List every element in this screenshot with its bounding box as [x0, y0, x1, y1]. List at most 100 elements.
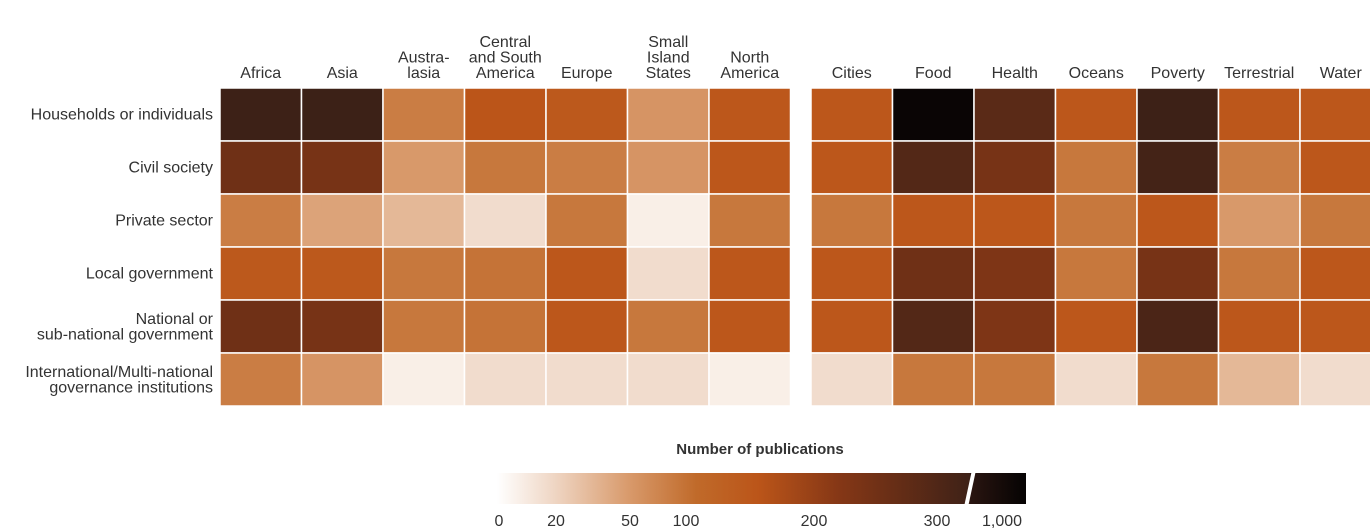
column-label: Water	[1320, 65, 1363, 82]
heatmap-cell	[1217, 193, 1301, 248]
column-label: Food	[915, 65, 951, 82]
heatmap-cell	[219, 193, 303, 248]
column-label: States	[646, 65, 691, 82]
column-label: and South	[469, 50, 542, 67]
heatmap-cell	[891, 193, 975, 248]
column-label: North	[730, 50, 769, 67]
heatmap-cell	[1136, 246, 1220, 301]
heatmap-cell	[382, 299, 466, 354]
column-label: America	[720, 65, 779, 82]
heatmap-cell	[708, 193, 792, 248]
legend-title: Number of publications	[676, 441, 844, 458]
row-label: Households or individuals	[31, 107, 213, 124]
column-label: Central	[479, 34, 531, 51]
heatmap-cell	[382, 193, 466, 248]
heatmap-cell	[1299, 246, 1370, 301]
row-label: National or	[136, 311, 214, 328]
heatmap-cell	[1054, 299, 1138, 354]
heatmap-cell	[1136, 140, 1220, 195]
heatmap-cell	[810, 246, 894, 301]
heatmap-cell	[891, 299, 975, 354]
heatmap-cell	[810, 87, 894, 142]
heatmap-cells	[219, 87, 1370, 407]
heatmap-cell	[1136, 352, 1220, 407]
legend-ticks: 0 20 50 100 200 300 1,000	[495, 513, 1023, 530]
heatmap-cell	[1136, 193, 1220, 248]
heatmap-cell	[1217, 140, 1301, 195]
heatmap-cell	[463, 352, 547, 407]
legend-scale-break	[964, 469, 976, 508]
heatmap-cell	[545, 193, 629, 248]
heatmap-cell	[1136, 87, 1220, 142]
legend-gradient-bar-high	[970, 473, 1026, 504]
column-label: Island	[647, 50, 690, 67]
heatmap-cell	[1217, 352, 1301, 407]
heatmap-cell	[708, 140, 792, 195]
heatmap-cell	[626, 352, 710, 407]
heatmap-cell	[1054, 140, 1138, 195]
heatmap-cell	[626, 140, 710, 195]
heatmap-cell	[219, 352, 303, 407]
heatmap-cell	[1054, 193, 1138, 248]
row-label: Private sector	[115, 213, 213, 230]
heatmap-cell	[626, 246, 710, 301]
row-label: Civil society	[129, 160, 213, 177]
column-label: Cities	[832, 65, 872, 82]
legend-tick-label: 300	[924, 513, 951, 530]
heatmap-cell	[219, 140, 303, 195]
heatmap-cell	[1299, 299, 1370, 354]
column-label: America	[476, 65, 535, 82]
heatmap-cell	[626, 299, 710, 354]
heatmap-cell	[545, 299, 629, 354]
column-label: Austra-	[398, 50, 450, 67]
heatmap-cell	[891, 87, 975, 142]
heatmap-cell	[810, 193, 894, 248]
heatmap-cell	[545, 140, 629, 195]
heatmap-cell	[219, 299, 303, 354]
heatmap-cell	[1299, 352, 1370, 407]
heatmap-cell	[891, 140, 975, 195]
heatmap-cell	[463, 246, 547, 301]
heatmap-cell	[300, 193, 384, 248]
heatmap-cell	[891, 352, 975, 407]
heatmap-cell	[1054, 352, 1138, 407]
legend-tick-label: 0	[495, 513, 504, 530]
column-label: Oceans	[1069, 65, 1124, 82]
heatmap-cell	[1217, 299, 1301, 354]
heatmap-cell	[463, 299, 547, 354]
heatmap-cell	[973, 140, 1057, 195]
heatmap-cell	[463, 140, 547, 195]
heatmap-cell	[545, 87, 629, 142]
column-label: Asia	[327, 65, 358, 82]
heatmap-cell	[382, 352, 466, 407]
row-labels: Households or individuals Civil society Pr…	[25, 107, 213, 397]
column-label: Small	[648, 34, 688, 51]
heatmap-cell	[300, 246, 384, 301]
heatmap-cell	[973, 352, 1057, 407]
heatmap-cell	[382, 87, 466, 142]
legend-tick-label: 50	[621, 513, 639, 530]
heatmap-cell	[300, 140, 384, 195]
legend: Number of publications 0 20 50 100 200 300 1,0…	[495, 441, 1026, 530]
row-label: sub-national government	[37, 326, 214, 343]
column-label: Africa	[240, 65, 281, 82]
heatmap-cell	[973, 193, 1057, 248]
heatmap-cell	[1217, 87, 1301, 142]
legend-tick-label: 200	[801, 513, 828, 530]
heatmap-cell	[219, 246, 303, 301]
heatmap-cell	[1217, 246, 1301, 301]
row-label: International/Multi-national	[25, 364, 213, 381]
heatmap-cell	[708, 299, 792, 354]
heatmap-cell	[810, 299, 894, 354]
legend-gradient-bar	[497, 473, 972, 504]
heatmap-cell	[219, 87, 303, 142]
row-label: governance institutions	[49, 379, 213, 396]
heatmap-cell	[545, 246, 629, 301]
column-label: Terrestrial	[1224, 65, 1294, 82]
heatmap-cell	[626, 193, 710, 248]
column-label: Health	[992, 65, 1038, 82]
heatmap-cell	[708, 87, 792, 142]
heatmap-cell	[1054, 87, 1138, 142]
heatmap-cell	[1299, 140, 1370, 195]
